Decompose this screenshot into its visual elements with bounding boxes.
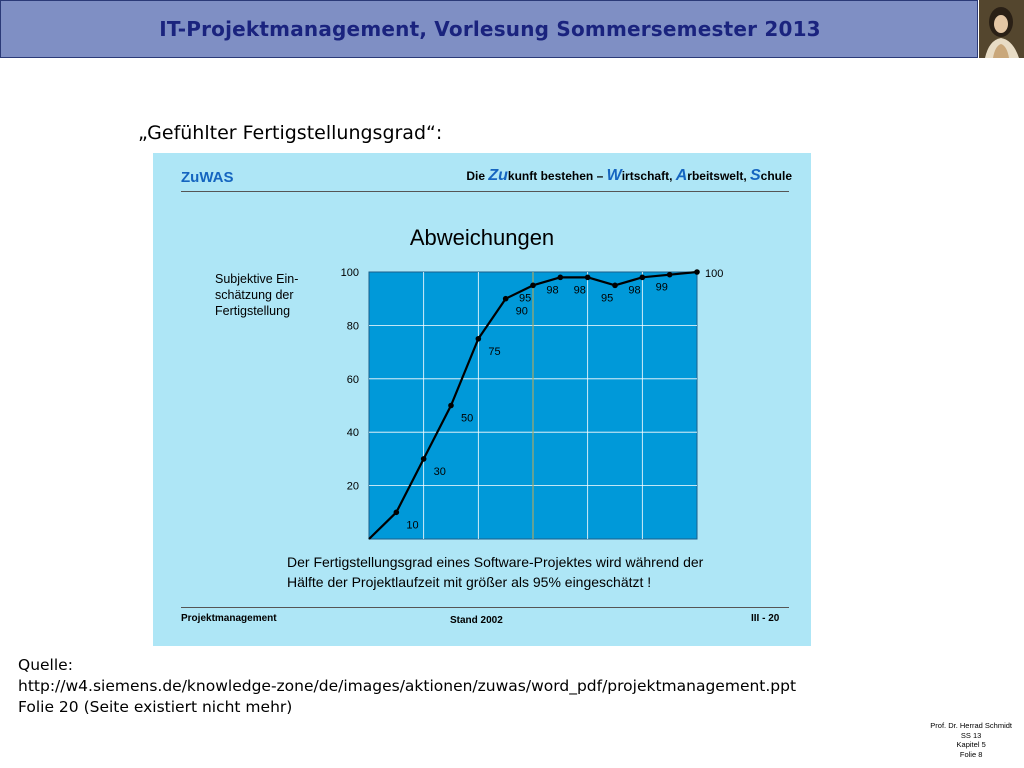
- data-label: 95: [601, 292, 613, 304]
- y-tick-label: 60: [347, 374, 359, 386]
- slide-heading: „Gefühlter Fertigstellungsgrad“:: [138, 122, 443, 144]
- y-tick-label: 100: [341, 267, 359, 279]
- data-point: [393, 509, 400, 516]
- data-point: [694, 269, 700, 275]
- data-label: 98: [546, 284, 558, 296]
- data-point: [584, 274, 591, 281]
- top-rule: [181, 191, 789, 192]
- tagline: Die Zukunft bestehen – Wirtschaft, Arbei…: [466, 167, 792, 184]
- bottom-rule: [181, 607, 789, 608]
- header-title: IT-Projektmanagement, Vorlesung Sommerse…: [159, 17, 821, 41]
- data-point: [639, 274, 646, 281]
- data-label: 75: [488, 346, 500, 358]
- data-point: [557, 274, 564, 281]
- footer-date: Stand 2002: [450, 615, 503, 626]
- meta-slide: Folie 8: [959, 749, 983, 759]
- source-note: Quelle: http://w4.siemens.de/knowledge-z…: [18, 655, 796, 718]
- data-label: 95: [519, 292, 531, 304]
- data-point: [420, 456, 427, 462]
- data-point: [475, 335, 482, 342]
- data-label: 98: [574, 284, 586, 296]
- meta-chapter: Kapitel 5: [956, 740, 986, 749]
- data-label: 30: [434, 466, 446, 478]
- line-chart: 20 40 60 80 100 10 30 50 75 90 95 98 98 95 98 99 100: [341, 267, 723, 540]
- caption-line: Der Fertigstellungsgrad eines Software-P…: [287, 554, 704, 570]
- data-label: 99: [656, 282, 668, 294]
- chart-panel: ZuWAS Die Zukunft bestehen – Wirtschaft,…: [153, 153, 811, 646]
- data-label: 10: [406, 519, 418, 531]
- data-label: 100: [705, 268, 723, 280]
- data-point: [448, 402, 454, 409]
- data-point: [612, 282, 618, 289]
- meta-author: Prof. Dr. Herrad Schmidt: [930, 721, 1012, 730]
- source-label: Quelle:: [18, 656, 73, 674]
- brand-logo: ZuWAS: [181, 169, 234, 186]
- data-point: [530, 282, 536, 289]
- y-axis-label-line: schätzung der: [215, 288, 294, 302]
- chart-caption: Der Fertigstellungsgrad eines Software-P…: [287, 552, 787, 592]
- chart-title: Abweichungen: [409, 225, 555, 250]
- slide-meta: Prof. Dr. Herrad Schmidt SS 13 Kapitel 5…: [930, 721, 1012, 759]
- source-url: http://w4.siemens.de/knowledge-zone/de/i…: [18, 677, 797, 695]
- data-label: 98: [628, 284, 640, 296]
- footer-course: Projektmanagement: [181, 613, 277, 624]
- y-tick-label: 80: [347, 320, 359, 332]
- y-axis-label-line: Subjektive Ein-: [215, 272, 299, 286]
- footer-page: III - 20: [751, 613, 780, 624]
- portrait-image: [979, 0, 1024, 58]
- data-label: 50: [461, 413, 473, 425]
- y-axis-label-line: Fertigstellung: [215, 304, 291, 318]
- slide-header: IT-Projektmanagement, Vorlesung Sommerse…: [0, 0, 978, 58]
- meta-term: SS 13: [960, 730, 982, 740]
- y-tick-label: 20: [347, 481, 359, 493]
- y-tick-label: 40: [347, 427, 359, 439]
- data-point: [666, 271, 673, 278]
- data-point: [502, 295, 509, 302]
- y-axis-label: Subjektive Ein- schätzung der Fertigstel…: [215, 271, 325, 319]
- data-label: 90: [516, 306, 528, 318]
- caption-line: Hälfte der Projektlaufzeit mit größer al…: [287, 574, 652, 590]
- source-remark: Folie 20 (Seite existiert nicht mehr): [18, 698, 293, 716]
